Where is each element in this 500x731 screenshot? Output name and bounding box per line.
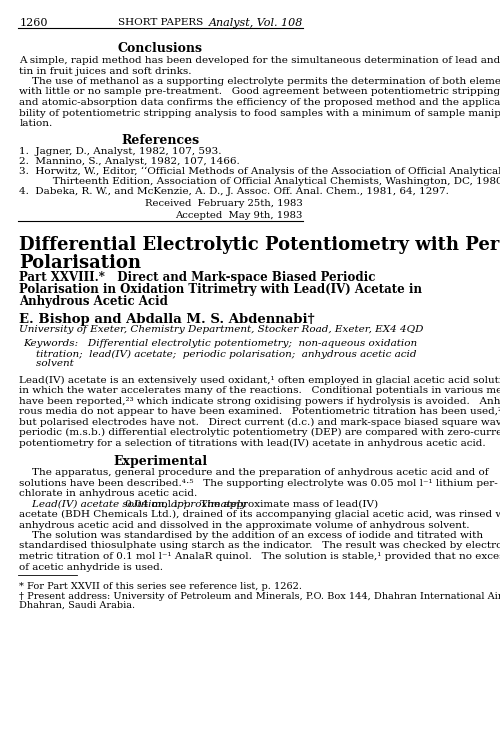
- Text: Conclusions: Conclusions: [118, 42, 203, 55]
- Text: potentiometry for a selection of titrations with lead(IV) acetate in anhydrous a: potentiometry for a selection of titrati…: [20, 439, 486, 447]
- Text: but polarised electrodes have not.   Direct current (d.c.) and mark-space biased: but polarised electrodes have not. Direc…: [20, 417, 500, 427]
- Text: acetate (BDH Chemicals Ltd.), drained of its accompanying glacial acetic acid, w: acetate (BDH Chemicals Ltd.), drained of…: [20, 510, 500, 519]
- Text: 3.  Horwitz, W., Editor, ‘‘Official Methods of Analysis of the Association of Of: 3. Horwitz, W., Editor, ‘‘Official Metho…: [20, 167, 500, 176]
- Text: E. Bishop and Abdalla M. S. Abdennabi†: E. Bishop and Abdalla M. S. Abdennabi†: [20, 312, 315, 325]
- Text: SHORT PAPERS: SHORT PAPERS: [118, 18, 203, 27]
- Text: A simple, rapid method has been developed for the simultaneous determination of : A simple, rapid method has been develope…: [20, 56, 500, 65]
- Text: 1260: 1260: [20, 18, 48, 28]
- Text: tin in fruit juices and soft drinks.: tin in fruit juices and soft drinks.: [20, 67, 192, 75]
- Text: University of Exeter, Chemistry Department, Stocker Road, Exeter, EX4 4QD: University of Exeter, Chemistry Departme…: [20, 325, 424, 335]
- Text: The apparatus, general procedure and the preparation of anhydrous acetic acid an: The apparatus, general procedure and the…: [20, 468, 489, 477]
- Text: standardised thiosulphate using starch as the indicator.   The result was checke: standardised thiosulphate using starch a…: [20, 542, 500, 550]
- Text: Dhahran, Saudi Arabia.: Dhahran, Saudi Arabia.: [20, 601, 136, 610]
- Text: lation.: lation.: [20, 119, 52, 128]
- Text: * For Part XXVII of this series see reference list, p. 1262.: * For Part XXVII of this series see refe…: [20, 582, 302, 591]
- Text: anhydrous acetic acid and dissolved in the approximate volume of anhydrous solve: anhydrous acetic acid and dissolved in t…: [20, 520, 470, 529]
- Text: of acetic anhydride is used.: of acetic anhydride is used.: [20, 562, 164, 572]
- Text: 0.04 mol l⁻¹.   The approximate mass of lead(IV): 0.04 mol l⁻¹. The approximate mass of le…: [122, 499, 378, 509]
- Text: Polarisation: Polarisation: [20, 254, 142, 273]
- Text: chlorate in anhydrous acetic acid.: chlorate in anhydrous acetic acid.: [20, 489, 198, 498]
- Text: Experimental: Experimental: [114, 455, 208, 468]
- Text: Part XXVIII.*   Direct and Mark-space Biased Periodic: Part XXVIII.* Direct and Mark-space Bias…: [20, 270, 376, 284]
- Text: The use of methanol as a supporting electrolyte permits the determination of bot: The use of methanol as a supporting elec…: [20, 77, 500, 86]
- Text: Received  February 25th, 1983
Accepted  May 9th, 1983: Received February 25th, 1983 Accepted Ma…: [145, 199, 303, 220]
- Text: † Present address: University of Petroleum and Minerals, P.O. Box 144, Dhahran I: † Present address: University of Petrole…: [20, 592, 500, 601]
- Text: with little or no sample pre-treatment.   Good agreement between potentiometric : with little or no sample pre-treatment. …: [20, 88, 500, 96]
- Text: 4.  Dabeka, R. W., and McKenzie, A. D., J. Assoc. Off. Anal. Chem., 1981, 64, 12: 4. Dabeka, R. W., and McKenzie, A. D., J…: [20, 186, 449, 195]
- Text: Anhydrous Acetic Acid: Anhydrous Acetic Acid: [20, 295, 168, 308]
- Text: bility of potentiometric stripping analysis to food samples with a minimum of sa: bility of potentiometric stripping analy…: [20, 108, 500, 118]
- Text: 1.  Jagner, D., Analyst, 1982, 107, 593.: 1. Jagner, D., Analyst, 1982, 107, 593.: [20, 146, 222, 156]
- Text: solutions have been described.⁴⋅⁵   The supporting electrolyte was 0.05 mol l⁻¹ : solutions have been described.⁴⋅⁵ The su…: [20, 479, 498, 488]
- Text: Differential Electrolytic Potentiometry with Periodic: Differential Electrolytic Potentiometry …: [20, 237, 500, 254]
- Text: titration;  lead(IV) acetate;  periodic polarisation;  anhydrous acetic acid: titration; lead(IV) acetate; periodic po…: [23, 349, 416, 359]
- Text: Lead(IV) acetate is an extensively used oxidant,¹ often employed in glacial acet: Lead(IV) acetate is an extensively used …: [20, 376, 500, 385]
- Text: solvent: solvent: [23, 360, 74, 368]
- Text: and atomic-absorption data confirms the efficiency of the proposed method and th: and atomic-absorption data confirms the …: [20, 98, 500, 107]
- Text: Analyst, Vol. 108: Analyst, Vol. 108: [208, 18, 303, 28]
- Text: 2.  Mannino, S., Analyst, 1982, 107, 1466.: 2. Mannino, S., Analyst, 1982, 107, 1466…: [20, 156, 240, 165]
- Text: Lead(IV) acetate solution, approximately: Lead(IV) acetate solution, approximately: [20, 499, 246, 509]
- Text: periodic (m.s.b.) differential electrolytic potentiometry (DEP) are compared wit: periodic (m.s.b.) differential electroly…: [20, 428, 500, 437]
- Text: have been reported,²³ which indicate strong oxidising powers if hydrolysis is av: have been reported,²³ which indicate str…: [20, 396, 500, 406]
- Text: metric titration of 0.1 mol l⁻¹ AnalaR quinol.   The solution is stable,¹ provid: metric titration of 0.1 mol l⁻¹ AnalaR q…: [20, 552, 500, 561]
- Text: Polarisation in Oxidation Titrimetry with Lead(IV) Acetate in: Polarisation in Oxidation Titrimetry wit…: [20, 282, 422, 295]
- Text: rous media do not appear to have been examined.   Potentiometric titration has b: rous media do not appear to have been ex…: [20, 407, 500, 416]
- Text: Keywords:   Differential electrolytic potentiometry;  non-aqueous oxidation: Keywords: Differential electrolytic pote…: [23, 339, 417, 349]
- Text: References: References: [122, 134, 200, 146]
- Text: The solution was standardised by the addition of an excess of iodide and titrate: The solution was standardised by the add…: [20, 531, 483, 540]
- Text: Thirteenth Edition, Association of Official Analytical Chemists, Washington, DC,: Thirteenth Edition, Association of Offic…: [30, 176, 500, 186]
- Text: in which the water accelerates many of the reactions.   Conditional potentials i: in which the water accelerates many of t…: [20, 386, 500, 395]
